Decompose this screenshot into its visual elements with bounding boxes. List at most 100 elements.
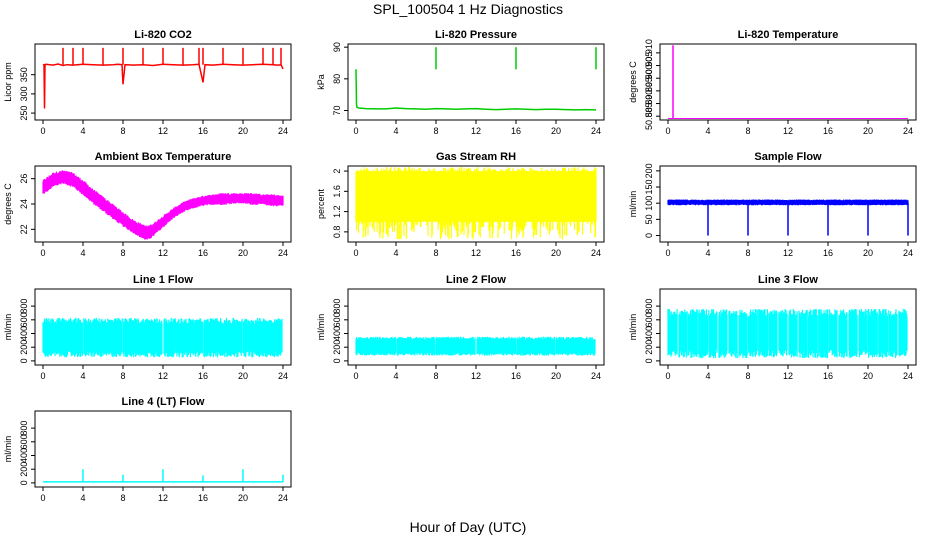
x-tick-label: 20 <box>551 126 561 136</box>
chart-title: Line 3 Flow <box>758 274 818 286</box>
x-tick-label: 24 <box>903 126 913 136</box>
y-axis-label: degrees C <box>628 61 638 103</box>
x-tick-label: 24 <box>903 371 913 381</box>
x-tick-label: 24 <box>903 248 913 258</box>
y-tick-label: 0 <box>644 233 654 238</box>
x-tick-label: 20 <box>863 371 873 381</box>
y-tick-label: 50.905 <box>644 52 654 80</box>
x-tick-label: 8 <box>120 371 125 381</box>
y-tick-label: 50.890 <box>644 90 654 118</box>
y-tick-label: 200 <box>19 340 29 355</box>
x-tick-label: 16 <box>198 248 208 258</box>
y-tick-label: 800 <box>644 299 654 314</box>
x-tick-label: 16 <box>823 371 833 381</box>
y-axis-label: ml/min <box>3 436 13 463</box>
y-axis-label: ml/min <box>316 314 326 341</box>
x-tick-label: 16 <box>511 126 521 136</box>
x-tick-label: 12 <box>471 126 481 136</box>
y-tick-label: 400 <box>19 448 29 463</box>
y-tick-label: 600 <box>19 434 29 449</box>
x-tick-label: 0 <box>40 493 45 503</box>
x-tick-label: 4 <box>705 248 710 258</box>
data-series-line <box>42 63 284 109</box>
x-tick-label: 0 <box>665 248 670 258</box>
y-tick-label: 0 <box>644 358 654 363</box>
x-tick-label: 12 <box>783 126 793 136</box>
plot-area <box>667 308 908 359</box>
y-tick-label: 50.895 <box>644 77 654 105</box>
y-tick-label: 800 <box>19 299 29 314</box>
y-tick-label: 200 <box>332 340 342 355</box>
y-tick-label: 800 <box>19 421 29 436</box>
y-tick-label: 100 <box>644 196 654 211</box>
chart-panel-1: Li-820 Pressure kPa 0 4 8 12 16 20 24 70 80 90 <box>316 29 605 136</box>
y-tick-label: 600 <box>19 312 29 327</box>
y-tick-label: 600 <box>644 312 654 327</box>
x-tick-label: 8 <box>745 371 750 381</box>
x-tick-label: 8 <box>433 126 438 136</box>
chart-title: Line 2 Flow <box>446 274 506 286</box>
y-tick-label: 200 <box>644 163 654 178</box>
x-tick-label: 4 <box>393 248 398 258</box>
chart-panel-0: Li-820 CO2 Licor ppm 0 4 8 12 16 20 24 250 300 350 <box>3 29 292 136</box>
x-tick-label: 16 <box>511 371 521 381</box>
y-tick-label: 1.2 <box>332 205 342 218</box>
data-band <box>42 317 283 358</box>
chart-panel-6: Line 1 Flow ml/min 0 4 8 12 16 20 24 0 20040060080… <box>3 274 292 381</box>
chart-title: Line 4 (LT) Flow <box>122 396 205 408</box>
x-tick-label: 20 <box>238 493 248 503</box>
data-band <box>667 308 908 359</box>
plot-area <box>43 469 284 483</box>
y-axis-label: ml/min <box>3 314 13 341</box>
plot-area <box>355 336 596 356</box>
chart-title: Sample Flow <box>754 151 822 163</box>
x-tick-label: 12 <box>783 371 793 381</box>
y-tick-label: 600 <box>332 312 342 327</box>
y-tick-label: 400 <box>19 326 29 341</box>
x-tick-label: 4 <box>705 371 710 381</box>
x-tick-label: 20 <box>551 248 561 258</box>
y-tick-label: 200 <box>644 340 654 355</box>
x-tick-label: 20 <box>238 248 248 258</box>
y-tick-label: 150 <box>644 180 654 195</box>
x-tick-label: 0 <box>353 248 358 258</box>
x-tick-label: 16 <box>198 126 208 136</box>
chart-panel-4: Gas Stream RH percent 0 4 8 12 16 20 24 0.8 1.2 1.6… <box>316 151 605 258</box>
figure-xlabel: Hour of Day (UTC) <box>410 519 527 535</box>
x-tick-label: 20 <box>863 126 873 136</box>
chart-title: Li-820 Pressure <box>435 29 517 41</box>
x-tick-label: 4 <box>705 126 710 136</box>
y-tick-label: 0 <box>332 358 342 363</box>
plot-area <box>42 47 284 109</box>
y-tick-label: 80 <box>332 74 342 84</box>
y-tick-label: 2 <box>332 169 342 174</box>
x-tick-label: 16 <box>511 248 521 258</box>
x-tick-label: 24 <box>591 371 601 381</box>
x-tick-label: 24 <box>278 371 288 381</box>
x-tick-label: 4 <box>80 248 85 258</box>
y-tick-label: 50 <box>644 214 654 224</box>
chart-title: Line 1 Flow <box>133 274 193 286</box>
y-tick-label: 800 <box>332 299 342 314</box>
x-tick-label: 16 <box>198 371 208 381</box>
x-tick-label: 8 <box>120 493 125 503</box>
y-tick-label: 70 <box>332 105 342 115</box>
chart-title: Ambient Box Temperature <box>95 151 232 163</box>
y-tick-label: 300 <box>19 86 29 101</box>
x-tick-label: 20 <box>238 371 248 381</box>
y-tick-label: 0 <box>19 358 29 363</box>
x-tick-label: 8 <box>120 248 125 258</box>
x-tick-label: 0 <box>665 126 670 136</box>
x-tick-label: 24 <box>591 126 601 136</box>
x-tick-label: 12 <box>471 371 481 381</box>
x-tick-label: 0 <box>40 371 45 381</box>
x-tick-label: 20 <box>238 126 248 136</box>
y-axis-label: percent <box>316 188 326 219</box>
chart-panel-9: Line 4 (LT) Flow ml/min 0 4 8 12 16 20 24 0 200400… <box>3 396 292 503</box>
y-tick-label: 250 <box>19 106 29 121</box>
x-tick-label: 16 <box>823 248 833 258</box>
x-tick-label: 0 <box>665 371 670 381</box>
y-tick-label: 24 <box>19 199 29 209</box>
